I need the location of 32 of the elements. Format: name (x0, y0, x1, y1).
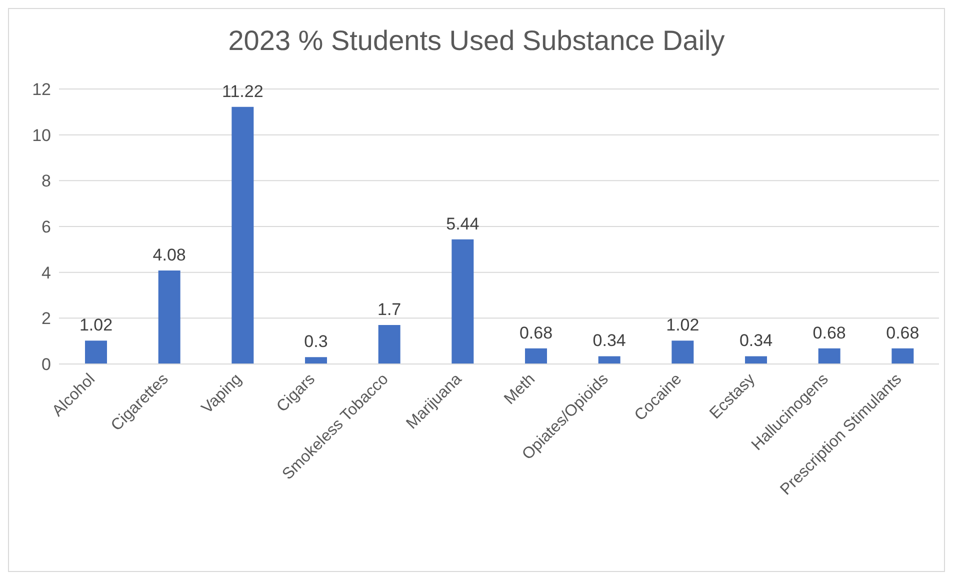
y-tick-label: 6 (42, 218, 51, 237)
data-label: 0.34 (592, 331, 626, 350)
bar (672, 340, 694, 364)
bar (158, 270, 180, 364)
data-label: 0.68 (886, 323, 920, 342)
bar (525, 348, 547, 364)
bar (745, 356, 767, 364)
data-label: 11.22 (222, 82, 264, 101)
y-tick-label: 4 (42, 263, 51, 282)
bar (892, 348, 914, 364)
data-label: 0.68 (812, 323, 846, 342)
bar (452, 239, 474, 364)
data-label: 0.34 (739, 331, 773, 350)
chart-title: 2023 % Students Used Substance Daily (227, 24, 726, 58)
data-label: 0.68 (519, 323, 553, 342)
bar (305, 357, 327, 364)
data-label: 0.3 (304, 332, 328, 352)
y-tick-label: 2 (42, 309, 51, 328)
data-label: 1.7 (378, 300, 402, 320)
bar (85, 340, 107, 364)
data-label: 1.02 (79, 316, 113, 335)
bar (378, 325, 400, 364)
y-tick-label: 0 (42, 355, 51, 374)
data-label: 5.44 (446, 214, 480, 234)
y-tick-label: 12 (32, 80, 51, 100)
data-label: 4.08 (152, 246, 186, 264)
y-tick-label: 10 (32, 126, 51, 145)
bar (232, 106, 254, 364)
data-label: 1.02 (666, 316, 700, 335)
bar (818, 348, 840, 364)
y-tick-label: 8 (42, 172, 51, 191)
bar (598, 356, 620, 364)
